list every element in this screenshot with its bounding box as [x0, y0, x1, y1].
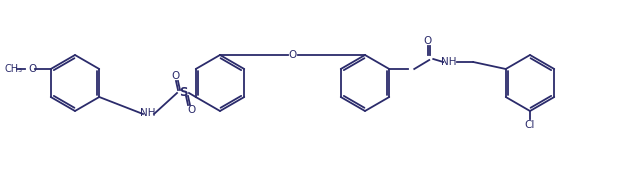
Text: O: O [187, 105, 195, 115]
Text: S: S [179, 87, 187, 100]
Text: O: O [29, 64, 37, 74]
Text: NH: NH [140, 108, 156, 118]
Text: O: O [171, 71, 179, 81]
Text: CH₃: CH₃ [4, 64, 23, 74]
Text: NH: NH [441, 57, 457, 67]
Text: Cl: Cl [525, 120, 535, 130]
Text: O: O [288, 50, 297, 60]
Text: O: O [423, 36, 431, 46]
